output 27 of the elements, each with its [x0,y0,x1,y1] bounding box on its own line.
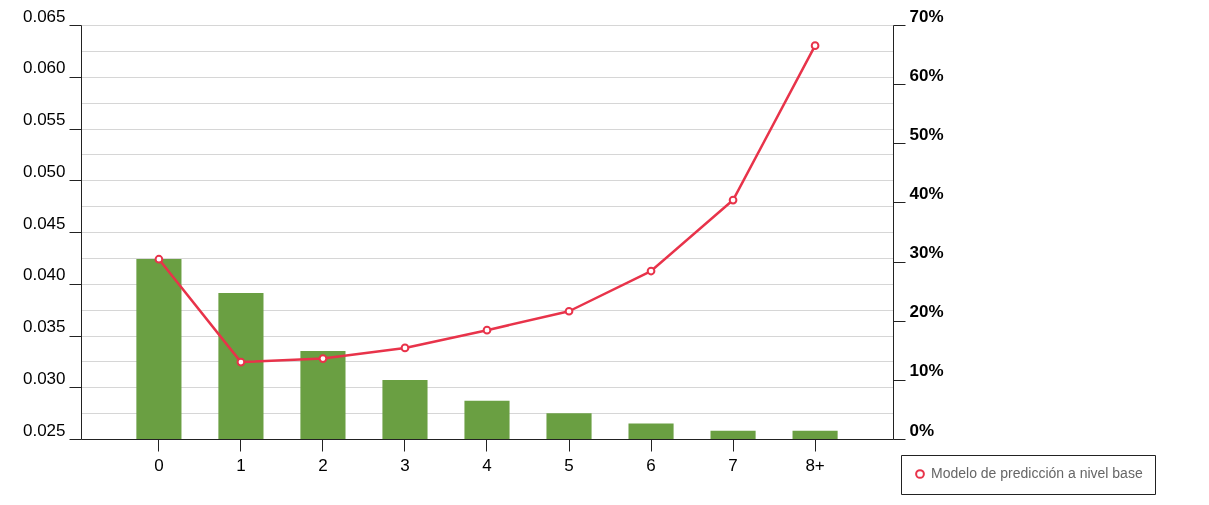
x-tick-label: 7 [728,455,738,475]
y-tick-label: 0.035 [22,317,66,336]
y2-tick-label: 20% [909,302,944,322]
x-tick-label: 6 [646,455,656,475]
y2-tick-label: 0% [909,420,935,440]
x-tick-label: 3 [400,455,410,475]
x-tick-label: 4 [482,455,492,475]
y2-tick-label: 30% [909,243,944,263]
y2-tick-label: 60% [909,65,944,85]
y-tick-label: 0.050 [22,161,66,181]
x-tick-label: 5 [564,455,574,475]
y2-tick-label: 70% [909,6,944,26]
x-tick-label: 1 [236,455,246,475]
legend-label: Modelo de predicción a nivel base [931,465,1143,481]
x-tick-label: 2 [318,455,328,475]
y-tick-label: 0.040 [22,265,66,285]
x-tick-label: 8+ [805,455,825,475]
y2-tick-label: 10% [909,361,944,381]
y-tick-label: 0.055 [22,110,66,129]
y2-tick-label: 50% [909,124,944,144]
y-tick-label: 0.030 [22,368,66,388]
y-tick-label: 0.060 [22,58,66,78]
y-tick-label: 0.025 [22,420,66,440]
y2-tick-label: 40% [909,183,944,203]
x-tick-label: 0 [154,455,164,475]
y-tick-label: 0.045 [22,213,66,233]
y-tick-label: 0.065 [22,6,66,26]
